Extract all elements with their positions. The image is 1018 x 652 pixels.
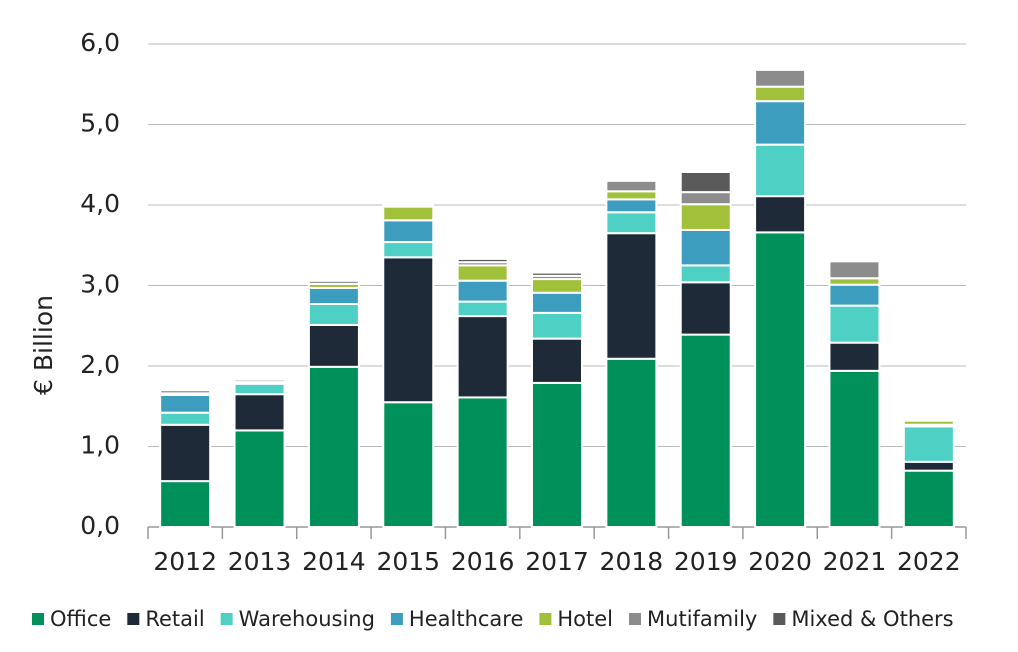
bar-segment [307, 303, 360, 326]
bar-segment [456, 300, 509, 318]
bar-segment [754, 68, 807, 88]
bar-segment [233, 393, 286, 432]
bar-segment [382, 401, 435, 529]
bar-segment [679, 228, 732, 267]
bar-segment [307, 365, 360, 528]
bar-segment [382, 219, 435, 244]
bar-segment [679, 264, 732, 284]
bar-segment [679, 333, 732, 529]
bar-segment [159, 393, 212, 414]
bar-segment [679, 170, 732, 194]
bar-segment [159, 480, 212, 528]
bar-segment [531, 271, 583, 277]
bar-segment [456, 279, 509, 303]
bar-segment [605, 357, 658, 528]
legend-label: Hotel [557, 607, 613, 631]
bar-segment [382, 205, 435, 222]
bar-segment [382, 204, 435, 208]
bar-segment [605, 211, 658, 235]
bar-segment [902, 419, 955, 426]
legend-swatch [629, 613, 642, 625]
legend-swatch [390, 613, 403, 625]
legend-label: Retail [145, 607, 204, 631]
x-tick-label: 2015 [376, 547, 440, 576]
bar-segment [531, 337, 583, 384]
legend-label: Mixed & Others [791, 607, 953, 631]
x-tick-label: 2019 [674, 547, 738, 576]
bar-segment [456, 264, 509, 282]
bar-segment [902, 460, 955, 472]
bar-segment [307, 286, 360, 306]
x-tick-label: 2014 [302, 547, 366, 576]
bar-segment [605, 232, 658, 360]
bar-segment [902, 425, 955, 463]
bar-segment [159, 389, 212, 395]
bar-segment [754, 195, 807, 234]
legend-swatch [220, 613, 233, 625]
bar-segment [456, 315, 509, 399]
x-tick-label: 2020 [748, 547, 812, 576]
bar-segment [679, 191, 732, 206]
bar-segment [679, 203, 732, 231]
bar-segment [754, 67, 807, 71]
legend-swatch [127, 613, 140, 625]
bar-segment [307, 278, 360, 282]
legend-label: Mutifamily [647, 607, 757, 631]
bar-segment [828, 341, 881, 372]
legend-swatch [539, 613, 552, 625]
bar-segment [754, 231, 807, 528]
bar-segment [531, 311, 583, 340]
bar-segment [828, 304, 881, 344]
bar-segment [754, 143, 807, 198]
bar-segment [307, 323, 360, 368]
legend-swatch [773, 613, 786, 625]
bar-segment [605, 179, 658, 193]
bar-segment [679, 281, 732, 336]
legend-label: Healthcare [409, 607, 523, 631]
bar-segment [531, 291, 583, 314]
y-axis-label: € Billion [29, 295, 58, 395]
y-tick-label: 3,0 [80, 270, 120, 299]
bar-segment [828, 369, 881, 528]
legend-label: Office [50, 607, 111, 631]
bar-segment [159, 411, 212, 426]
y-tick-label: 0,0 [80, 511, 120, 540]
bar-segment [605, 190, 658, 201]
y-tick-label: 1,0 [80, 431, 120, 460]
y-tick-label: 5,0 [80, 109, 120, 138]
bar-segment [233, 378, 286, 384]
bar-segment [382, 241, 435, 259]
bar-segment [233, 429, 286, 528]
y-tick-label: 6,0 [80, 28, 120, 57]
legend-label: Warehousing [239, 607, 375, 631]
x-tick-label: 2022 [897, 547, 961, 576]
x-tick-label: 2018 [600, 547, 664, 576]
bar-segment [233, 382, 286, 396]
bar-segment [159, 423, 212, 483]
bar-segment [754, 100, 807, 146]
x-tick-label: 2016 [451, 547, 515, 576]
bar-segment [828, 260, 881, 280]
bar-segment [605, 198, 658, 214]
bar-segment [456, 257, 509, 264]
bar-segment [531, 278, 583, 294]
bar-segment [754, 85, 807, 103]
bar-segment [456, 396, 509, 528]
y-tick-label: 2,0 [80, 350, 120, 379]
x-tick-label: 2021 [823, 547, 887, 576]
bar-segment [382, 256, 435, 404]
bar-segment [828, 283, 881, 307]
legend-swatch [32, 613, 44, 625]
x-tick-label: 2017 [525, 547, 589, 576]
x-tick-label: 2013 [228, 547, 292, 576]
bar-segment [902, 469, 955, 528]
x-tick-label: 2012 [153, 547, 217, 576]
bar-segment [531, 381, 583, 528]
y-tick-label: 4,0 [80, 189, 120, 218]
